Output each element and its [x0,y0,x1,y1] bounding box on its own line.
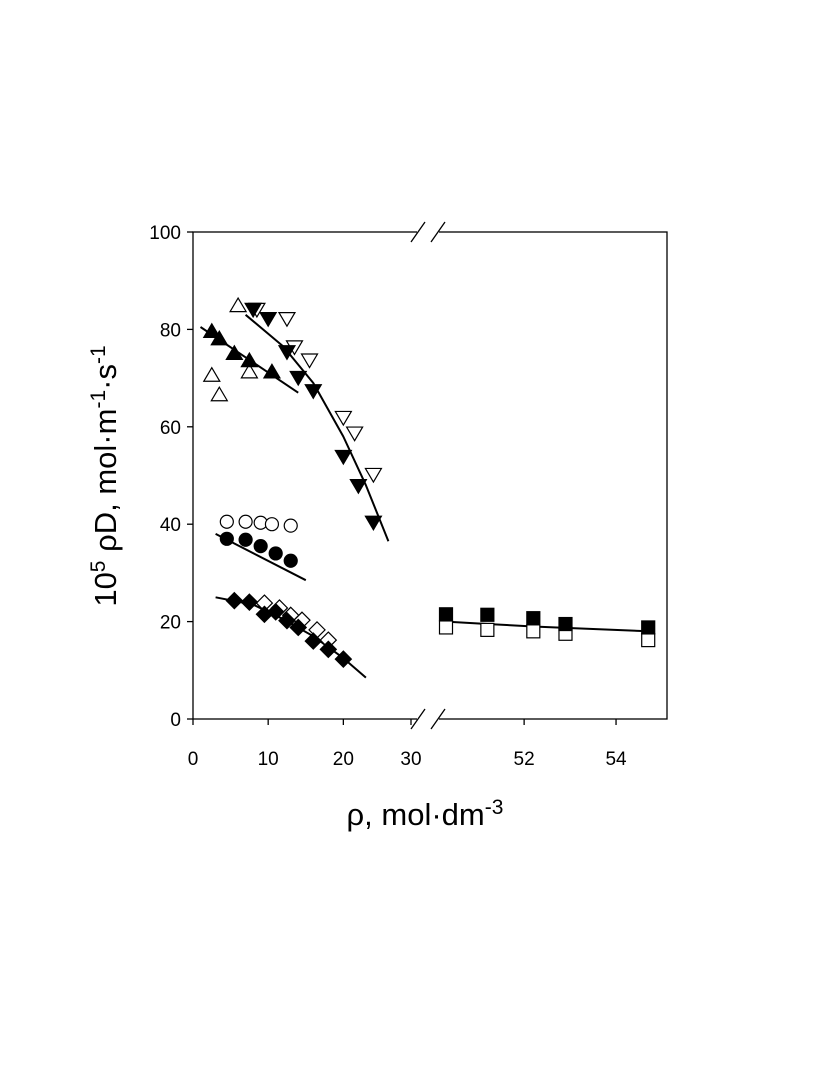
data-point-triangle-up [262,363,281,379]
data-point-triangle-down [289,370,308,387]
data-point-triangle-up [240,363,259,379]
data-point-triangle-down [304,384,323,400]
x-tick-label: 54 [605,749,627,770]
fit-line [445,620,649,633]
data-point-triangle-up [225,344,244,360]
data-point-circle [238,532,253,547]
y-tick-label: 0 [170,710,181,731]
data-point-triangle-up [240,351,259,368]
break-gap-top [417,227,439,237]
data-point-circle [264,517,280,532]
data-point-square [526,624,541,639]
x-tick-label: 30 [400,749,421,770]
data-point-square [641,633,656,648]
data-point-triangle-down [277,311,297,328]
y-tick-label: 100 [149,223,181,244]
data-point-square [526,611,541,626]
data-point-circle [283,518,298,533]
axis-break-mark-top-2 [430,221,446,243]
x-axis-title: ρ, mol·dm-3 [347,796,504,832]
data-point-diamond [278,611,296,630]
data-point-diamond [266,603,285,621]
y-tick-label: 80 [160,320,181,341]
data-markers [202,296,656,668]
y-tick-label: 60 [160,418,181,439]
plot-frame [192,221,668,730]
y-tick-label: 40 [160,515,181,536]
data-point-triangle-down [364,467,383,484]
data-point-square [480,607,495,622]
data-point-triangle-up [229,296,248,313]
axis-break-mark-top-1 [410,221,426,243]
data-point-square [438,620,454,635]
data-point-triangle-down [349,479,368,495]
data-point-triangle-up [202,322,221,339]
data-point-square [641,620,656,635]
data-point-triangle-down [345,426,364,442]
y-axis-title: 105 ρD, mol·m-1·s-1 [87,345,123,606]
x-tick-label: 20 [333,749,354,770]
data-point-triangle-down [300,353,319,369]
fit-line [244,314,390,542]
data-point-circle [219,531,234,546]
data-point-circle [253,539,268,554]
data-point-triangle-down [334,410,353,427]
x-tick-label: 0 [188,749,199,770]
x-tick-label: 52 [514,749,535,770]
data-point-diamond [304,632,323,650]
data-point-square [438,607,454,622]
x-tick-label: 10 [258,749,279,770]
data-point-square [480,622,495,637]
x-axis: 0 10 20 30 52 54 [188,719,627,770]
data-point-diamond [289,618,308,637]
data-point-triangle-up [210,329,229,346]
data-point-circle [268,546,283,561]
data-point-triangle-up [202,366,221,382]
axis-break-mark-bottom-2 [430,708,446,730]
data-point-triangle-down [244,302,263,319]
data-point-circle [219,514,234,529]
data-point-square [558,616,573,632]
data-point-triangle-down [364,515,383,531]
data-point-circle [238,514,253,529]
y-axis: 0 20 40 60 80 100 [149,223,193,731]
data-point-diamond [225,591,244,610]
data-point-triangle-up [210,385,229,402]
y-tick-label: 20 [160,613,181,634]
axis-break-mark-bottom-1 [410,708,426,730]
data-point-diamond [319,640,338,659]
data-point-triangle-down [334,449,353,466]
data-point-triangle-down [277,345,297,361]
data-point-triangle-down [259,311,278,328]
data-point-diamond [240,593,259,611]
data-point-diamond [334,650,353,668]
fit-lines [199,314,649,679]
break-gap-bottom [417,714,439,724]
data-point-circle [283,553,298,568]
